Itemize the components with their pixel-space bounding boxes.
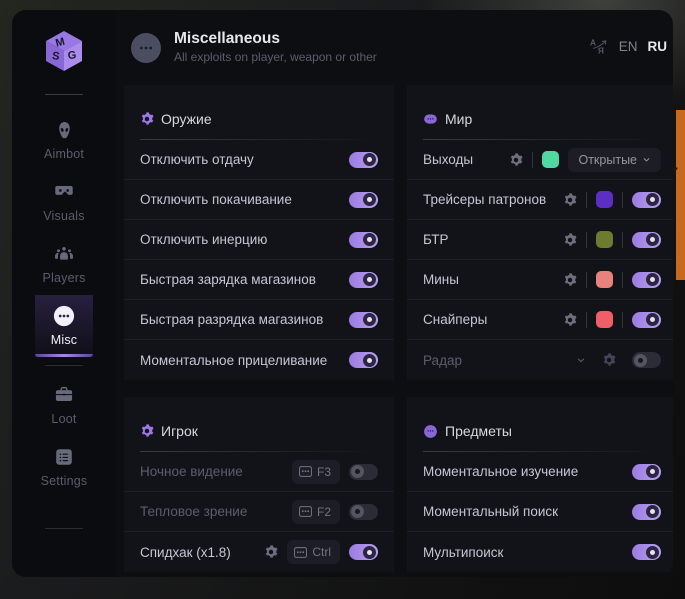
svg-text:A: A [590,38,596,48]
svg-text:Я: Я [598,46,604,56]
svg-text:G: G [67,49,77,62]
